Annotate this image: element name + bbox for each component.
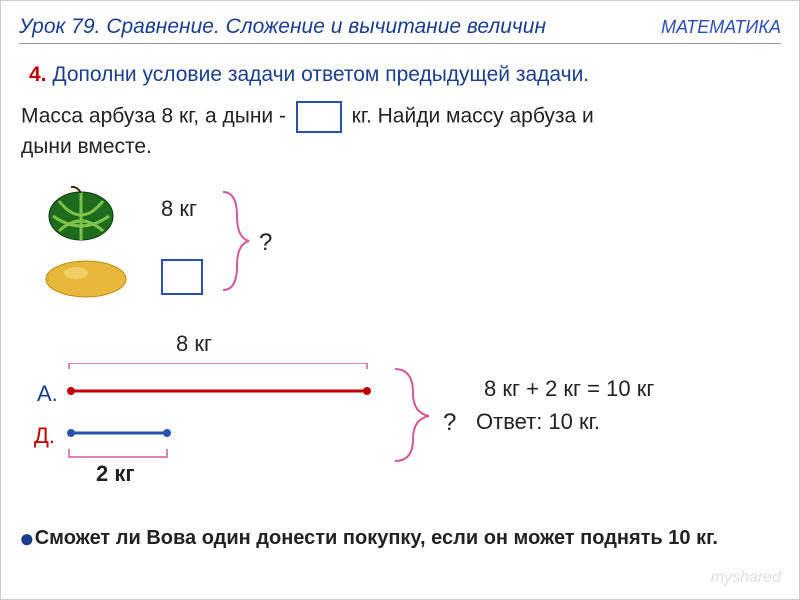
melon-icon xyxy=(41,251,131,306)
watermelon-icon xyxy=(41,181,121,246)
watermark: myshared xyxy=(711,569,781,587)
footer-question: ●Сможет ли Вова один донести покупку, ес… xyxy=(19,523,781,554)
task-number: 4. xyxy=(29,63,47,86)
bullet-icon: ● xyxy=(19,523,35,553)
bar-a-length-label: 8 кг xyxy=(176,331,212,357)
footer-question-text: Сможет ли Вова один донести покупку, есл… xyxy=(35,527,718,549)
problem-part-2: кг. Найди массу арбуза и xyxy=(352,105,594,128)
question-mark-1: ? xyxy=(259,229,272,257)
bar-a-label: А. xyxy=(37,381,58,407)
problem-part-1: Масса арбуза 8 кг, а дыни - xyxy=(21,105,286,128)
watermelon-mass-label: 8 кг xyxy=(161,196,197,222)
blank-input-mass[interactable] xyxy=(296,101,342,133)
bar-d-length-label: 2 кг xyxy=(96,461,135,487)
problem-statement: Масса арбуза 8 кг, а дыни - кг. Найди ма… xyxy=(21,101,779,161)
answer-text: Ответ: 10 кг. xyxy=(476,409,600,435)
melon-mass-blank[interactable] xyxy=(161,259,203,295)
task-instruction: 4. Дополни условие задачи ответом предыд… xyxy=(29,63,589,87)
subject-label: МАТЕМАТИКА xyxy=(661,17,781,38)
equation-text: 8 кг + 2 кг = 10 кг xyxy=(484,376,654,402)
brace-items xyxy=(219,186,255,301)
slide: Урок 79. Сравнение. Сложение и вычитание… xyxy=(0,0,800,600)
header: Урок 79. Сравнение. Сложение и вычитание… xyxy=(19,15,781,44)
problem-part-3: дыни вместе. xyxy=(21,135,152,158)
bar-d-label: Д. xyxy=(34,423,55,449)
lesson-title: Урок 79. Сравнение. Сложение и вычитание… xyxy=(19,15,546,38)
task-text: Дополни условие задачи ответом предыдуще… xyxy=(52,63,589,86)
bar-diagram xyxy=(37,363,397,478)
question-mark-2: ? xyxy=(443,409,456,437)
brace-bars xyxy=(391,361,441,476)
